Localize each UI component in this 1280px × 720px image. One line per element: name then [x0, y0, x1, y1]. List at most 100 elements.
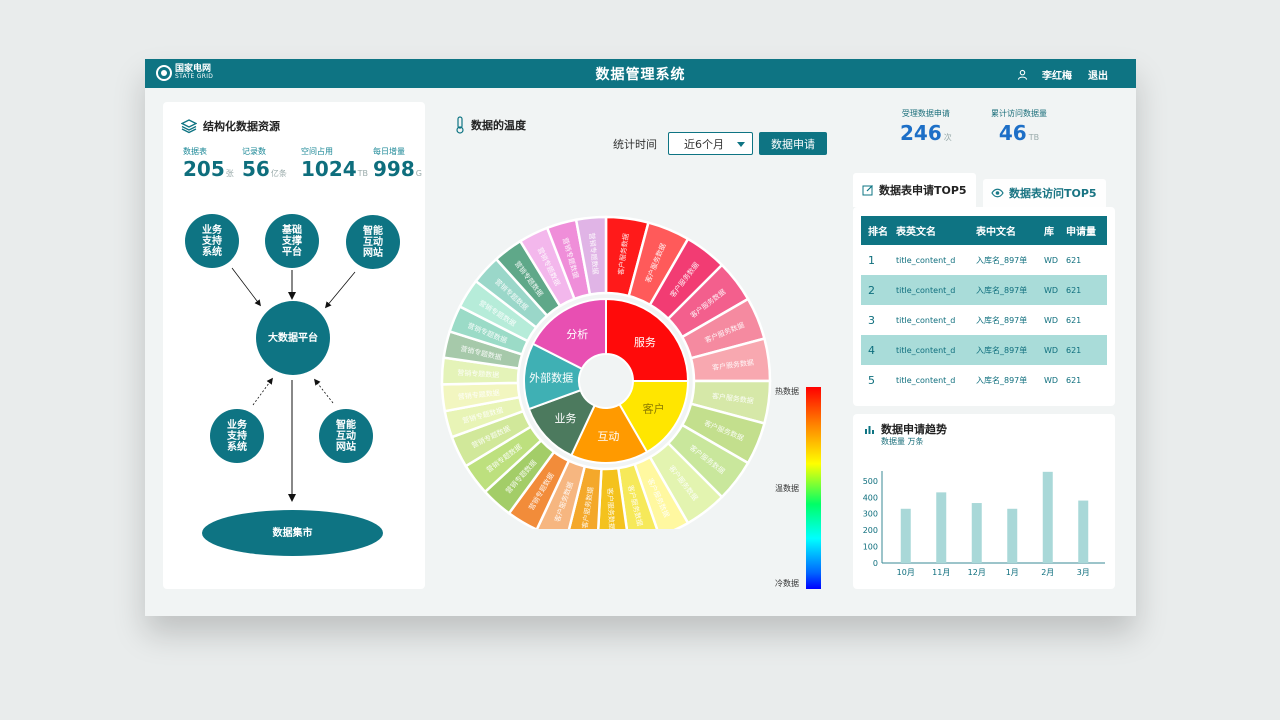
state-grid-logo: 国家电网 STATE GRID	[156, 65, 213, 81]
kpi-applications: 受理数据申请 246 次	[900, 108, 952, 145]
data-temperature-title-row: 数据的温度	[455, 116, 526, 134]
cell-en: title_content_d	[896, 255, 956, 265]
top-bar: 国家电网 STATE GRID 数据管理系统 李红梅 退出	[145, 59, 1136, 88]
bar-chart-icon	[865, 425, 874, 434]
state-grid-logo-icon	[156, 65, 172, 81]
cell-db: WD	[1044, 375, 1059, 385]
time-range-value: 近6个月	[684, 137, 724, 151]
sunburst-inner-5[interactable]	[531, 297, 607, 371]
stat-value: 1024	[301, 157, 357, 181]
node-smart-interaction-bottom[interactable]: 智能互动网站	[319, 409, 373, 463]
sunburst-inner-label: 互动	[597, 430, 619, 443]
sunburst-inner-label: 客户	[643, 402, 665, 416]
stat-label: 记录数	[242, 147, 266, 156]
sunburst-inner-label: 业务	[554, 412, 576, 425]
node-big-data-platform[interactable]: 大数据平台	[256, 301, 330, 375]
bar-10月[interactable]	[900, 508, 911, 563]
top5-table-panel: 排名 表英文名 表中文名 库 申请量 1 title_content_d 入库名…	[853, 207, 1115, 406]
data-apply-button[interactable]: 数据申请	[759, 132, 827, 155]
bar-12月[interactable]	[971, 503, 982, 563]
time-filter-bar: 统计时间 近6个月 数据申请	[613, 132, 827, 155]
table-row[interactable]: 5 title_content_d 入库名_897单 WD 621	[861, 365, 1107, 395]
x-tick-label: 12月	[968, 568, 986, 577]
sunburst-inner-2[interactable]	[570, 403, 649, 464]
sunburst-outer-label: 营销专题数据	[587, 232, 600, 275]
stat-daily: 每日增量 998G	[373, 146, 432, 186]
cell-en: title_content_d	[889, 275, 969, 305]
legend-cold-label: 冷数据	[775, 579, 799, 588]
cell-en: title_content_d	[896, 375, 956, 385]
y-tick-label: 300	[863, 510, 878, 519]
y-tick-label: 0	[873, 559, 878, 568]
trend-ylabel: 数据量 万条	[881, 437, 924, 446]
cell-cn: 入库名_897单	[969, 335, 1037, 365]
tab-access-top5[interactable]: 数据表访问TOP5	[983, 179, 1106, 207]
sunburst-inner-0[interactable]	[605, 297, 690, 382]
cell-rank: 2	[861, 275, 889, 305]
cell-rank: 1	[868, 253, 875, 267]
temperature-legend-bar	[806, 387, 821, 589]
table-row[interactable]: 2 title_content_d 入库名_897单 WD 621	[861, 275, 1107, 305]
user-name[interactable]: 李红梅	[1042, 71, 1072, 82]
table-row[interactable]: 4 title_content_d 入库名_897单 WD 621	[861, 335, 1107, 365]
bar-11月[interactable]	[936, 492, 947, 563]
cell-cn: 入库名_897单	[976, 255, 1028, 265]
cell-count: 621	[1059, 335, 1107, 365]
cell-en: title_content_d	[896, 315, 956, 325]
kpi-access-volume: 累计访问数据量 46 TB	[991, 108, 1047, 145]
cell-db: WD	[1037, 335, 1059, 365]
trend-title: 数据申请趋势	[881, 423, 947, 436]
time-range-select[interactable]: 近6个月	[668, 132, 753, 155]
table-row[interactable]: 3 title_content_d 入库名_897单 WD 621	[861, 305, 1107, 335]
stat-space: 空间占用 1024TB	[301, 146, 373, 186]
tab-label: 数据表申请TOP5	[879, 184, 967, 197]
user-icon	[1017, 69, 1028, 80]
tab-application-top5[interactable]: 数据表申请TOP5	[853, 173, 976, 207]
node-business-support-bottom[interactable]: 业务支持系统	[210, 409, 264, 463]
legend-hot-label: 热数据	[775, 387, 799, 396]
node-business-support-top[interactable]: 业务支持系统	[185, 214, 239, 268]
logout-link[interactable]: 退出	[1088, 71, 1108, 82]
kpi-label: 受理数据申请	[901, 109, 950, 118]
kpi-value: 246	[900, 121, 942, 145]
cell-cn: 入库名_897单	[976, 375, 1028, 385]
stat-unit: 亿条	[270, 169, 287, 178]
cell-rank: 4	[861, 335, 889, 365]
sunburst-inner-1[interactable]	[618, 380, 690, 454]
sunburst-outer-segment[interactable]	[574, 215, 608, 296]
bar-1月[interactable]	[1007, 508, 1018, 563]
flow-arrows	[231, 267, 356, 502]
table-header-row: 排名 表英文名 表中文名 库 申请量	[861, 216, 1107, 245]
col-rank: 排名	[861, 216, 889, 245]
logo-text-en: STATE GRID	[175, 73, 214, 80]
bar-2月[interactable]	[1042, 471, 1053, 563]
bar-3月[interactable]	[1078, 500, 1089, 563]
edit-icon	[862, 185, 873, 196]
col-count: 申请量	[1059, 216, 1107, 245]
structured-data-title: 结构化数据资源	[203, 120, 280, 133]
kpi-value: 46	[998, 121, 1027, 145]
cell-count: 621	[1066, 375, 1082, 385]
stat-unit: TB	[357, 169, 369, 178]
stat-tables: 数据表 205张	[183, 146, 242, 186]
table-row[interactable]: 1 title_content_d 入库名_897单 WD 621	[861, 245, 1107, 275]
thermometer-icon	[456, 116, 464, 134]
y-tick-label: 400	[863, 493, 878, 502]
y-tick-label: 100	[863, 543, 878, 552]
tab-label: 数据表访问TOP5	[1009, 187, 1097, 200]
x-tick-label: 11月	[932, 568, 950, 577]
structured-data-title-row: 结构化数据资源	[181, 118, 280, 134]
user-area: 李红梅 退出	[1017, 67, 1108, 82]
node-data-market[interactable]: 数据集市	[202, 510, 383, 556]
stat-unit: 张	[225, 169, 234, 178]
time-filter-label: 统计时间	[613, 137, 657, 151]
x-tick-label: 1月	[1006, 568, 1019, 577]
cell-cn: 入库名_897单	[969, 275, 1037, 305]
stat-label: 每日增量	[373, 147, 405, 156]
node-infrastructure-platform[interactable]: 基础支撑平台	[265, 214, 319, 268]
stat-label: 数据表	[183, 147, 207, 156]
node-smart-interaction-top[interactable]: 智能互动网站	[346, 215, 400, 269]
x-tick-label: 2月	[1041, 568, 1054, 577]
cell-rank: 3	[868, 313, 875, 327]
col-en-name: 表英文名	[889, 216, 969, 245]
